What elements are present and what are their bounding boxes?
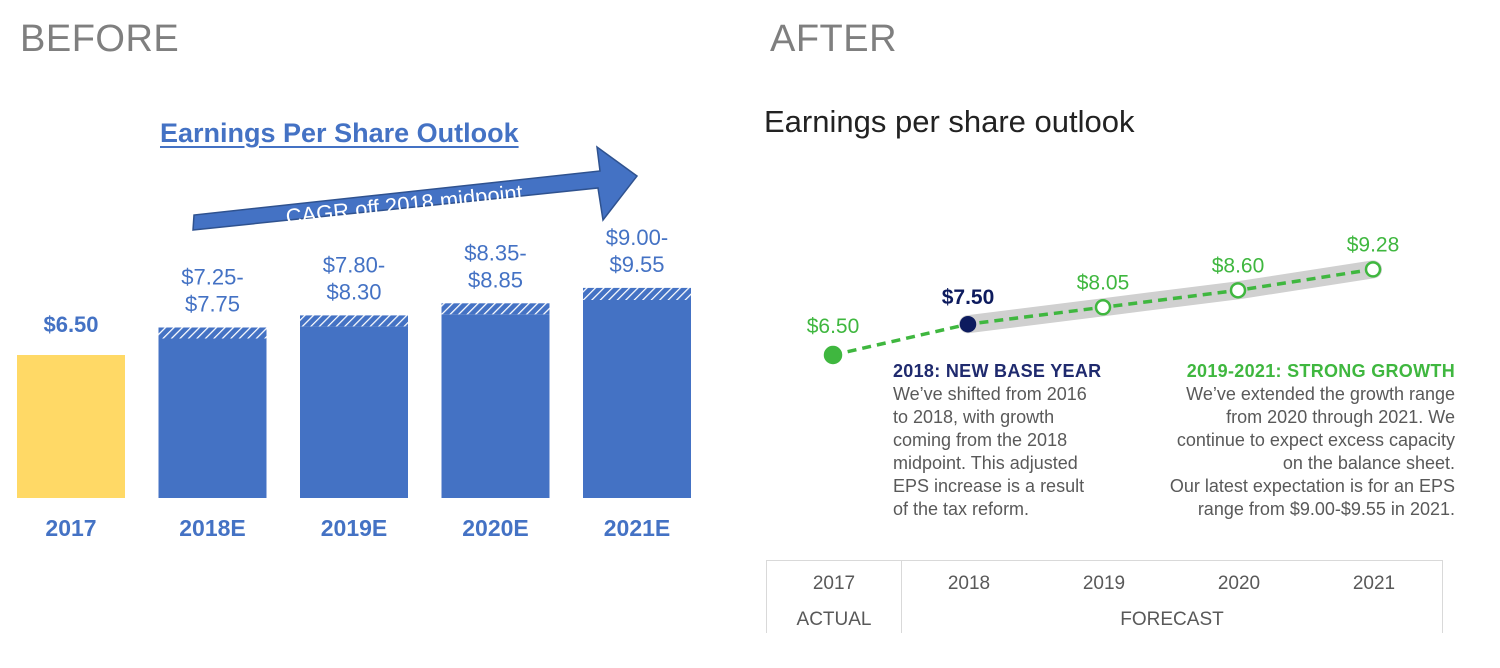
bar-range-hatch bbox=[583, 287, 691, 300]
cagr-arrow: CAGR off 2018 midpoint bbox=[192, 145, 639, 231]
note-strong-growth: 2019-2021: STRONG GROWTH We’ve extended … bbox=[1120, 360, 1455, 521]
bar-value-label: $9.55 bbox=[609, 252, 664, 277]
bar-range-hatch bbox=[300, 315, 408, 327]
data-label: $8.60 bbox=[1212, 254, 1265, 277]
bar-forecast bbox=[583, 300, 691, 498]
bar-actual bbox=[17, 355, 125, 498]
timeline-year: 2018 bbox=[947, 573, 991, 594]
data-point-actual bbox=[823, 345, 843, 365]
note-line: coming from the 2018 bbox=[893, 430, 1068, 450]
timeline-divider bbox=[901, 561, 902, 633]
data-point-forecast bbox=[1364, 261, 1382, 278]
bar-value-label: $7.80- bbox=[323, 252, 385, 277]
note-line: Our latest expectation is for an EPS bbox=[1169, 476, 1455, 496]
bar-forecast bbox=[300, 326, 408, 498]
data-point-base-year bbox=[959, 315, 977, 333]
note-line: midpoint. This adjusted bbox=[893, 453, 1078, 473]
bar-range-hatch bbox=[158, 327, 267, 339]
bar-value-label: $7.75 bbox=[185, 292, 240, 317]
bar-value-label: $9.00- bbox=[606, 225, 668, 250]
timeline-year: 2020 bbox=[1217, 573, 1261, 594]
note-base-year: 2018: NEW BASE YEAR We’ve shifted from 2… bbox=[893, 360, 1133, 521]
x-tick-label: 2019E bbox=[321, 515, 388, 541]
note-line: We’ve extended the growth range bbox=[1186, 384, 1455, 404]
x-tick-label: 2017 bbox=[45, 515, 96, 541]
bar-forecast bbox=[158, 338, 267, 498]
data-label: $8.05 bbox=[1077, 271, 1130, 294]
before-heading: BEFORE bbox=[20, 18, 180, 60]
x-tick-label: 2021E bbox=[604, 515, 671, 541]
note-line: of the tax reform. bbox=[893, 499, 1030, 519]
data-label: $9.28 bbox=[1347, 233, 1400, 256]
timeline-year: 2019 bbox=[1082, 573, 1126, 594]
timeline-forecast-label: FORECAST bbox=[1120, 609, 1224, 630]
bar-value-label: $8.85 bbox=[468, 267, 523, 292]
x-tick-label: 2020E bbox=[462, 515, 529, 541]
note-base-year-title: 2018: NEW BASE YEAR bbox=[893, 361, 1102, 381]
timeline-actual-label: ACTUAL bbox=[796, 609, 872, 630]
bar-range-hatch bbox=[441, 303, 550, 315]
bar-value-label: $7.25- bbox=[181, 265, 243, 290]
timeline-table: 2017 2018 2019 2020 2021 ACTUAL FORECAST bbox=[766, 560, 1443, 633]
cagr-arrow-label: CAGR off 2018 midpoint bbox=[285, 180, 524, 230]
data-point-forecast bbox=[1229, 282, 1247, 299]
after-heading: AFTER bbox=[770, 18, 898, 60]
data-point-forecast bbox=[1094, 299, 1112, 316]
after-line-chart: $6.50 $7.50 $8.05 $8.60 $9.28 bbox=[807, 233, 1400, 365]
before-bar-chart: CAGR off 2018 midpoint $6.502017$7.25-$7… bbox=[17, 145, 691, 541]
note-line: from 2020 through 2021. We bbox=[1226, 407, 1455, 427]
note-line: on the balance sheet. bbox=[1282, 453, 1455, 473]
bar-value-label: $8.30 bbox=[326, 279, 381, 304]
x-tick-label: 2018E bbox=[179, 515, 246, 541]
data-label: $6.50 bbox=[807, 315, 860, 338]
bar-forecast bbox=[441, 314, 550, 498]
before-chart-title: Earnings Per Share Outlook bbox=[160, 118, 519, 148]
after-chart-title: Earnings per share outlook bbox=[764, 104, 1135, 139]
note-line: We’ve shifted from 2016 bbox=[893, 384, 1087, 404]
note-strong-growth-title: 2019-2021: STRONG GROWTH bbox=[1186, 361, 1455, 381]
timeline-year: 2021 bbox=[1352, 573, 1396, 594]
forecast-range-band bbox=[959, 260, 1382, 334]
note-line: to 2018, with growth bbox=[893, 407, 1055, 427]
timeline-year: 2017 bbox=[812, 573, 856, 594]
data-label: $7.50 bbox=[942, 286, 995, 309]
note-line: range from $9.00-$9.55 in 2021. bbox=[1197, 499, 1455, 519]
bar-value-label: $6.50 bbox=[43, 312, 98, 337]
note-line: EPS increase is a result bbox=[893, 476, 1085, 496]
note-line: continue to expect excess capacity bbox=[1176, 430, 1455, 450]
bar-value-label: $8.35- bbox=[464, 240, 526, 265]
